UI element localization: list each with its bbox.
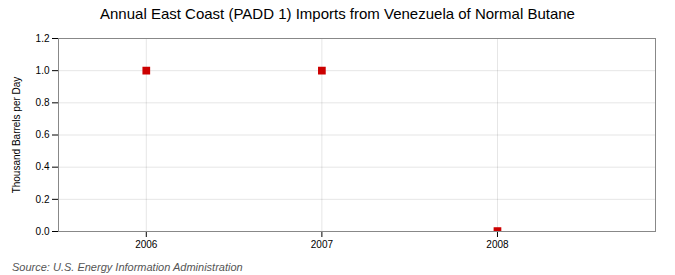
svg-text:0.8: 0.8: [36, 97, 50, 108]
svg-text:1.0: 1.0: [36, 65, 50, 76]
svg-text:2007: 2007: [311, 239, 334, 250]
svg-text:Thousand Barrels per Day: Thousand Barrels per Day: [11, 77, 22, 194]
svg-text:0.2: 0.2: [36, 194, 50, 205]
html-text:Annual East Coast (PADD 1) Imp: Annual East Coast (PADD 1) Imports from …: [100, 5, 575, 22]
svg-text:2008: 2008: [486, 239, 509, 250]
svg-text:0.6: 0.6: [36, 129, 50, 140]
svg-text:0.4: 0.4: [36, 161, 50, 172]
html-text:Source: U.S. Energy Informatio: Source: U.S. Energy Information Administ…: [12, 261, 243, 273]
svg-text:0.0: 0.0: [36, 226, 50, 237]
svg-text:2006: 2006: [135, 239, 158, 250]
svg-text:1.2: 1.2: [36, 33, 50, 44]
